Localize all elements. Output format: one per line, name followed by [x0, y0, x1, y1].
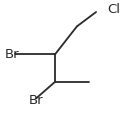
Text: Cl: Cl: [107, 3, 120, 16]
Text: Br: Br: [5, 48, 20, 60]
Text: Br: Br: [29, 94, 43, 107]
